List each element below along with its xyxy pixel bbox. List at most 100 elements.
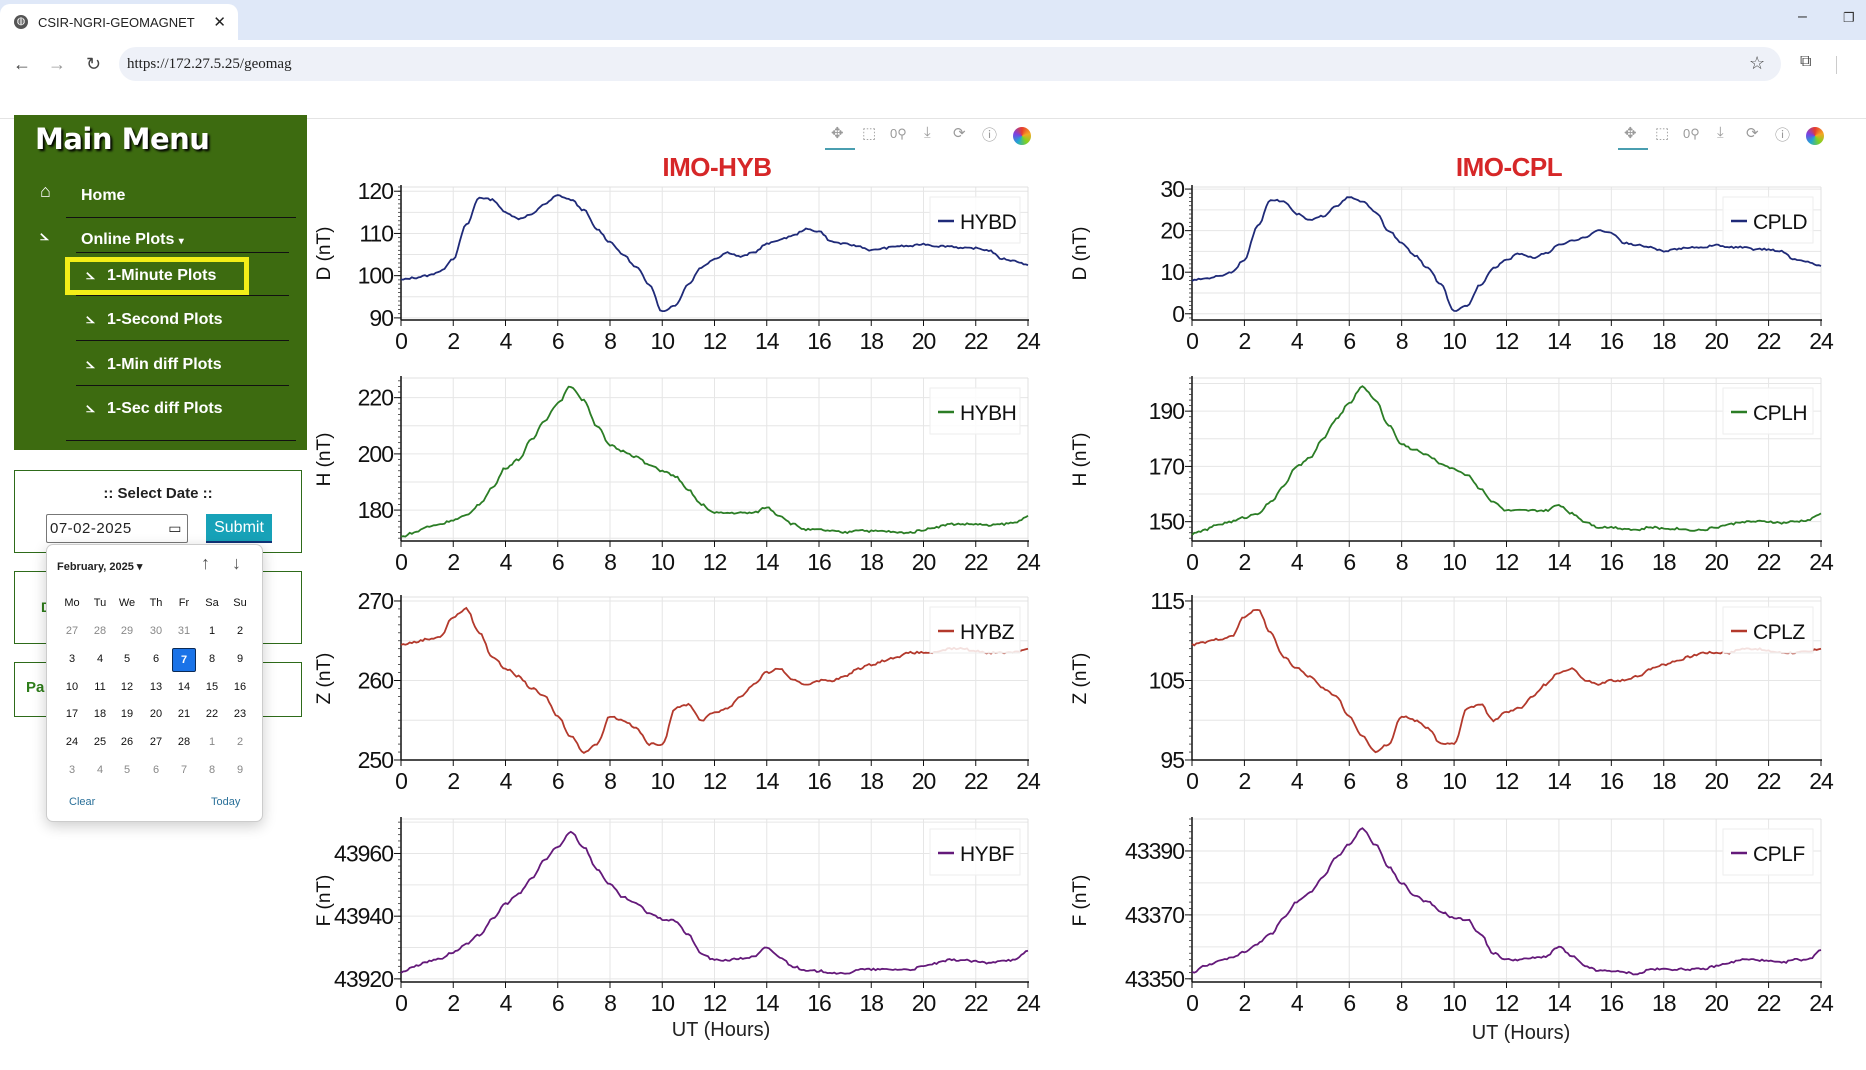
calendar-day[interactable]: 22 [205, 708, 219, 721]
calendar-day[interactable]: 28 [93, 625, 107, 637]
calendar-day[interactable]: 1 [208, 625, 216, 637]
calendar-day[interactable]: 27 [65, 625, 79, 637]
reload-icon[interactable]: ↻ [86, 54, 102, 74]
date-input-value: 07-02-2025 [50, 520, 132, 537]
previous-month-arrow-icon[interactable]: ↑ [201, 553, 210, 573]
calendar-day[interactable]: 4 [96, 652, 104, 665]
sidebar-item-1-sec-diff-plots[interactable]: 1-Sec diff Plots [107, 400, 223, 417]
online-plots-label: Online Plots [81, 231, 175, 248]
calendar-day[interactable]: 25 [93, 736, 107, 749]
calendar-day[interactable]: 4 [96, 764, 104, 776]
plotly-logo-icon[interactable] [1013, 127, 1031, 145]
x-tick-label: 8 [1396, 328, 1408, 354]
bookmark-star-icon[interactable]: ☆ [1749, 53, 1766, 73]
plotly-logo-icon[interactable] [1806, 127, 1824, 145]
close-tab-icon[interactable]: ✕ [213, 14, 226, 31]
x-tick-label: 8 [604, 768, 616, 794]
calendar-day[interactable]: 2 [236, 625, 244, 637]
divider [76, 252, 289, 253]
calendar-day[interactable]: 8 [208, 764, 216, 776]
calendar-day[interactable]: 7 [180, 764, 188, 776]
calendar-day[interactable]: 3 [68, 764, 76, 776]
browser-tab[interactable]: ◍ CSIR-NGRI-GEOMAGNET ✕ [0, 4, 238, 40]
sidebar-item-home[interactable]: Home [81, 187, 126, 204]
calendar-day[interactable]: 8 [208, 652, 216, 665]
calendar-day[interactable]: 15 [205, 680, 219, 693]
calendar-day[interactable]: 9 [236, 764, 244, 776]
refresh-icon[interactable]: ⟳ [953, 125, 966, 142]
pan-icon[interactable]: ✥ [1624, 125, 1637, 142]
x-axis-title-hyb: UT (Hours) [671, 1019, 771, 1041]
date-input[interactable]: 07-02-2025 ▭ [46, 514, 188, 543]
calendar-day[interactable]: 16 [233, 680, 247, 693]
chart-title-hyb: IMO-HYB [662, 152, 772, 182]
x-tick-label: 2 [1239, 768, 1251, 794]
divider [76, 385, 289, 386]
calendar-day[interactable]: 14 [177, 680, 191, 693]
y-tick-label: 200 [358, 441, 394, 467]
calendar-day[interactable]: 28 [177, 736, 191, 749]
reset-zoom-icon[interactable]: 0⚲ [1683, 126, 1700, 141]
forward-icon[interactable]: → [48, 54, 66, 74]
calendar-day[interactable]: 10 [65, 680, 79, 693]
calendar-day[interactable]: 19 [120, 708, 134, 721]
extensions-icon[interactable]: ⧉ [1800, 53, 1812, 70]
divider [66, 440, 296, 441]
calendar-day[interactable]: 31 [177, 625, 191, 637]
download-icon[interactable]: ⤓ [1717, 124, 1724, 141]
calendar-day[interactable]: 13 [149, 680, 163, 693]
url-input[interactable]: https://172.27.5.25/geomag [119, 47, 1781, 81]
calendar-day[interactable]: 26 [120, 736, 134, 749]
calendar-day[interactable]: 3 [68, 652, 76, 665]
calendar-day[interactable]: 9 [236, 652, 244, 665]
help-icon[interactable]: ⓘ [1775, 127, 1791, 144]
month-selector[interactable]: February, 2025 ▾ [57, 561, 143, 573]
x-tick-label: 4 [500, 549, 513, 575]
y-tick-label: 95 [1160, 747, 1184, 773]
help-icon[interactable]: ⓘ [982, 127, 998, 144]
y-tick-label: 43920 [334, 966, 393, 992]
calendar-day[interactable]: 17 [65, 708, 79, 721]
x-tick-label: 18 [859, 549, 883, 575]
sidebar-item-1-second-plots[interactable]: 1-Second Plots [107, 311, 223, 328]
back-icon[interactable]: ← [13, 54, 31, 74]
sidebar-item-1-minute-plots[interactable]: 1-Minute Plots [107, 267, 217, 284]
calendar-day[interactable]: 12 [120, 680, 134, 693]
x-tick-label: 18 [859, 768, 883, 794]
restore-icon[interactable]: ❐ [1843, 10, 1855, 25]
clear-button[interactable]: Clear [69, 796, 96, 808]
reset-zoom-icon[interactable]: 0⚲ [890, 126, 907, 141]
box-zoom-icon[interactable]: ⬚ [1655, 125, 1670, 142]
calendar-day[interactable]: 27 [149, 736, 163, 749]
next-month-arrow-icon[interactable]: ↓ [232, 553, 241, 573]
calendar-day[interactable]: 18 [93, 708, 107, 721]
refresh-icon[interactable]: ⟳ [1746, 125, 1759, 142]
calendar-day[interactable]: 5 [123, 764, 131, 776]
calendar-day[interactable]: 29 [120, 625, 134, 637]
calendar-day[interactable]: 7 [172, 647, 196, 672]
box-zoom-icon[interactable]: ⬚ [862, 125, 877, 142]
calendar-day[interactable]: 1 [208, 736, 216, 749]
submit-button[interactable]: Submit [206, 514, 272, 543]
x-tick-label: 10 [1442, 768, 1466, 794]
calendar-day[interactable]: 6 [152, 764, 160, 776]
calendar-day[interactable]: 21 [177, 708, 191, 721]
calendar-day[interactable]: 5 [123, 652, 131, 665]
download-icon[interactable]: ⤓ [924, 124, 931, 141]
legend-label: CPLD [1753, 211, 1807, 234]
calendar-day[interactable]: 6 [152, 652, 160, 665]
calendar-day[interactable]: 24 [65, 736, 79, 749]
calendar-day[interactable]: 23 [233, 708, 247, 721]
minimize-icon[interactable]: – [1798, 8, 1807, 25]
sidebar-item-online-plots[interactable]: Online Plots ▾ [81, 231, 184, 249]
calendar-day[interactable]: 30 [149, 625, 163, 637]
calendar-day[interactable]: 11 [94, 680, 106, 693]
sidebar-item-1-min-diff-plots[interactable]: 1-Min diff Plots [107, 356, 222, 373]
calendar-day[interactable]: 20 [149, 708, 163, 721]
calendar-icon[interactable]: ▭ [168, 520, 182, 536]
pan-icon[interactable]: ✥ [831, 125, 844, 142]
today-button[interactable]: Today [211, 796, 241, 808]
calendar-day[interactable]: 2 [236, 736, 244, 749]
